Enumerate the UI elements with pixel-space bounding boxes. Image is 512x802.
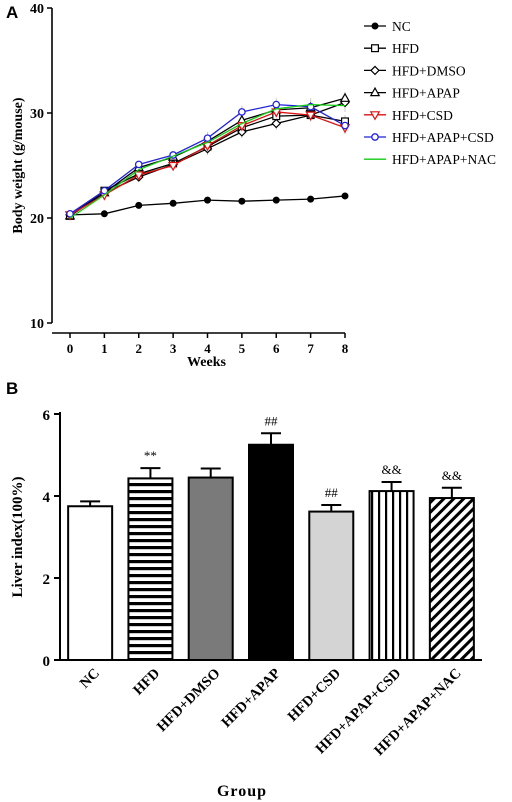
data-point [203, 134, 212, 143]
series-hfd-apap-nac [69, 103, 346, 219]
x-tick-label: 6 [273, 341, 280, 356]
data-point [238, 197, 246, 205]
legend-label: HFD+DMSO [392, 63, 466, 78]
category-label: HFD+CSD [285, 666, 344, 725]
legend-label: HFD+APAP+CSD [392, 130, 494, 145]
x-tick-label: 1 [101, 341, 108, 356]
bar-hfd-csd [308, 510, 355, 661]
x-tick-label: 4 [204, 341, 211, 356]
x-tick-label: 2 [136, 341, 143, 356]
x-tick-label: 3 [170, 341, 177, 356]
y-axis-title: Liver index(100%) [10, 477, 26, 598]
x-tick-label: 8 [342, 341, 349, 356]
data-point [307, 195, 315, 203]
category-label: NC [77, 666, 103, 692]
legend-marker [370, 65, 380, 76]
series-line [69, 103, 346, 219]
data-point [135, 201, 143, 209]
liver-index-chart: 0 2 4 6 Liver index(100%) Group NC ** HFDHFD+DMS… [10, 408, 482, 800]
data-point [272, 100, 281, 109]
x-axis-title: Group [217, 783, 267, 800]
data-point [133, 171, 144, 181]
legend-marker [371, 133, 379, 141]
category-label: HFD [130, 666, 163, 699]
significance-label: ** [144, 448, 157, 463]
y-tick-label: 6 [43, 408, 51, 424]
y-tick-label: 0 [43, 654, 51, 670]
data-point [167, 161, 179, 172]
bar-hfd-apap-csd [368, 490, 415, 661]
significance-label: && [381, 462, 401, 477]
bar-nc [67, 505, 114, 661]
data-point [341, 192, 349, 200]
data-point [204, 196, 211, 204]
legend-label: HFD [392, 41, 419, 56]
data-point [237, 127, 247, 137]
data-point [169, 199, 177, 207]
legend-label: HFD+APAP [392, 86, 460, 101]
bar-hfd-dmso [187, 476, 234, 661]
data-point [134, 160, 143, 169]
legend-marker [371, 22, 379, 30]
y-tick-label: 40 [30, 2, 44, 17]
data-point [339, 92, 351, 102]
y-axis-title: Body weight (g/mouse) [11, 97, 26, 233]
data-point [305, 111, 316, 121]
y-tick-label: 4 [43, 490, 51, 506]
data-point [341, 121, 349, 130]
legend-marker [369, 111, 381, 121]
panel-b-label: B [6, 379, 18, 398]
y-tick-label: 20 [30, 212, 44, 227]
y-tick-label: 10 [30, 317, 44, 332]
significance-label: ## [265, 413, 279, 428]
data-point [66, 209, 74, 218]
series-nc [66, 192, 349, 219]
data-point [272, 196, 280, 204]
significance-label: ## [325, 485, 339, 500]
x-tick-label: 0 [67, 341, 74, 356]
x-tick-label: 5 [239, 341, 246, 356]
legend-marker [371, 44, 380, 53]
y-tick-label: 30 [30, 107, 44, 122]
x-axis-title: Weeks [187, 355, 226, 370]
body-weight-chart: 10 20 30 40 0 1 2 3 4 5 6 7 8 Weeks Body weight (g/mou… [11, 2, 496, 370]
significance-label: && [442, 468, 462, 483]
x-tick-label: 7 [307, 341, 314, 356]
legend-marker [369, 86, 381, 97]
bar-hfd [127, 477, 174, 661]
legend-label: HFD+APAP+NAC [392, 152, 496, 167]
category-label: HFD+APAP [218, 665, 283, 730]
legend-label: NC [392, 19, 411, 34]
category-label: HFD+DMSO [154, 666, 224, 736]
y-tick-label: 2 [43, 572, 51, 588]
bar-hfd-apap-nac [428, 497, 475, 661]
data-point [100, 210, 108, 218]
legend-label: HFD+CSD [392, 108, 453, 123]
data-point [100, 186, 109, 195]
panel-a-label: A [6, 3, 18, 22]
data-point [238, 108, 246, 116]
bar-hfd-apap [248, 443, 294, 661]
data-point [271, 118, 282, 129]
